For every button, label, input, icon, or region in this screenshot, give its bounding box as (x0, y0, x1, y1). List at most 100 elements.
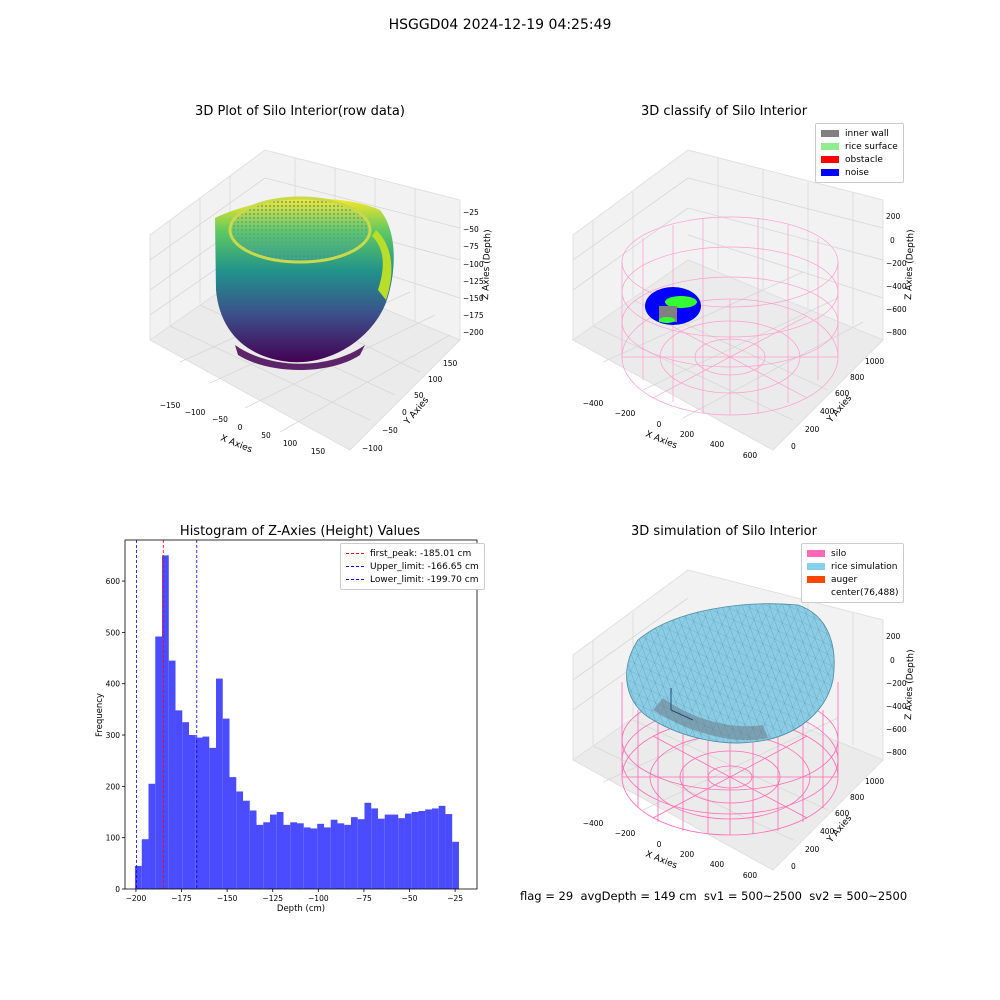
histogram-bar (249, 810, 257, 889)
simulation-zaxis-label: Z Axies (Depth) (904, 649, 916, 720)
histogram-ytick-label: 400 (106, 680, 121, 689)
histogram-bar (276, 812, 284, 889)
legend-line (346, 579, 364, 580)
raw-xtick: −150 (160, 401, 181, 410)
legend-entry: Lower_limit: -199.70 cm (346, 573, 479, 586)
classify-xtick: 400 (710, 440, 725, 449)
classify-yaxis-ticks: 0 200 400 600 800 1000 (791, 357, 884, 451)
classify-xaxis-ticks: −400 −200 0 200 400 600 (583, 399, 758, 460)
histogram-bar (445, 814, 453, 889)
raw-xtick: 50 (261, 431, 271, 440)
raw-ztick: −125 (463, 277, 484, 286)
histogram-bar (162, 555, 169, 889)
classify-ztick: 0 (890, 236, 895, 245)
simulation-xtick: −200 (615, 829, 636, 838)
histogram-bar (425, 809, 432, 889)
classify-xtick: 0 (657, 420, 662, 429)
histogram-bar (168, 660, 176, 889)
raw-ztick: −175 (463, 311, 484, 320)
histogram-bar (337, 823, 345, 889)
simulation-xtick: 200 (680, 850, 695, 859)
histogram-ytick-label: 0 (115, 885, 120, 894)
legend-swatch (821, 143, 839, 150)
histogram-bar (155, 636, 163, 889)
histogram-bar (182, 722, 190, 889)
legend-swatch (807, 550, 825, 557)
simulation-ytick: 800 (850, 793, 865, 802)
simulation-ztick: −400 (886, 702, 907, 711)
classify-ztick: −200 (886, 259, 907, 268)
classify-3d-plot: 200 0 −200 −400 −600 −800 −400 −200 0 20… (572, 149, 916, 460)
simulation-ztick: 0 (890, 656, 895, 665)
classify-xtick: 600 (743, 451, 758, 460)
legend-entry: inner wall (821, 127, 898, 140)
histogram-title: Histogram of Z-Axies (Height) Values (179, 524, 421, 539)
histogram-xtick-label: −175 (171, 894, 192, 903)
legend-entry: silo (807, 547, 898, 560)
histogram-bar (222, 718, 230, 889)
legend-line (346, 553, 364, 554)
histogram-frame (124, 539, 478, 890)
raw-3d-plot: −25 −50 −75 −100 −125 −150 −175 −200 −15… (149, 149, 493, 456)
legend-entry: first_peak: -185.01 cm (346, 547, 479, 560)
raw-ztick: −150 (463, 294, 484, 303)
histogram-bar (202, 736, 210, 889)
histogram-bar (344, 824, 351, 889)
classify-point-cloud (645, 287, 701, 325)
raw-ztick: −200 (463, 328, 484, 337)
simulation-rice-surface (626, 603, 835, 744)
classify-ytick: 0 (791, 442, 796, 451)
histogram-bar (243, 800, 250, 889)
histogram-bar (303, 827, 311, 889)
classify-silo-wireframe (621, 216, 839, 416)
classify-ztick: −600 (886, 305, 907, 314)
classify-ytick: 800 (850, 373, 865, 382)
classify-legend: inner wall rice surface obstacle noise (815, 123, 904, 183)
figure-title: HSGGD04 2024-12-19 04:25:49 (388, 17, 612, 33)
classify-xtick: −200 (615, 409, 636, 418)
classify-ytick: 600 (835, 389, 850, 398)
legend-entry: auger (807, 573, 898, 586)
simulation-yaxis-ticks: 0 200 400 600 800 1000 (791, 777, 884, 871)
histogram-bars (135, 555, 459, 889)
histogram-legend: first_peak: -185.01 cm Upper_limit: -166… (340, 543, 485, 590)
raw-ytick: 100 (428, 375, 443, 384)
histogram-bar (175, 710, 183, 889)
simulation-xtick: 0 (657, 840, 662, 849)
classify-xtick: −400 (583, 399, 604, 408)
simulation-ztick: −800 (886, 748, 907, 757)
classify-zaxis-ticks: 200 0 −200 −400 −600 −800 (886, 212, 907, 337)
simulation-3d-plot: 200 0 −200 −400 −600 −800 −400 −200 0 20… (572, 569, 916, 880)
classify-xaxis-label: X Axies (644, 430, 679, 452)
simulation-xaxis-label: X Axies (644, 850, 679, 872)
raw-ztick: −25 (463, 208, 479, 217)
histogram-bar (310, 828, 318, 889)
legend-swatch (807, 589, 825, 596)
raw-yaxis-ticks: −100 −50 0 50 100 150 (362, 359, 458, 453)
classify-ytick: 1000 (865, 357, 884, 366)
histogram-xtick-label: −25 (447, 894, 463, 903)
legend-entry: noise (821, 166, 898, 179)
simulation-ytick: 1000 (865, 777, 884, 786)
simulation-xaxis-ticks: −400 −200 0 200 400 600 (583, 819, 758, 880)
histogram-bar (317, 823, 324, 889)
histogram-bar (189, 735, 196, 889)
raw-ytick: 0 (402, 408, 407, 417)
legend-entry: center(76,488) (807, 586, 898, 599)
raw-xtick: 0 (238, 423, 243, 432)
histogram-bar (357, 819, 365, 889)
classify-ytick: 400 (820, 407, 835, 416)
histogram-bar (323, 827, 331, 889)
simulation-xtick: −400 (583, 819, 604, 828)
legend-entry: rice simulation (807, 560, 898, 573)
histogram-bar (290, 822, 297, 889)
legend-swatch (821, 130, 839, 137)
legend-entry: rice surface (821, 140, 898, 153)
classify-ztick: 200 (886, 212, 901, 221)
raw-ytick: 150 (443, 359, 458, 368)
simulation-ytick: 0 (791, 862, 796, 871)
histogram-chart: −200 −175 −150 −125 −100 −75 −50 −25 0 100 200 300… (95, 539, 478, 914)
simulation-plot-title: 3D simulation of Silo Interior (631, 524, 817, 539)
simulation-xtick: 600 (743, 871, 758, 880)
histogram-xtick-label: −125 (262, 894, 283, 903)
